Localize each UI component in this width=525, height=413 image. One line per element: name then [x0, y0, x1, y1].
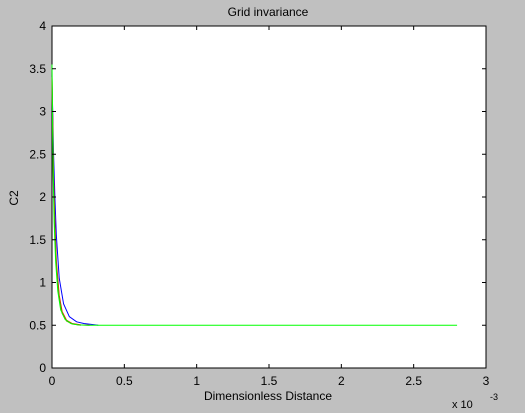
x-tick-label: 3	[483, 374, 490, 388]
y-tick-label: 1.5	[29, 233, 46, 247]
y-tick-label: 2	[39, 190, 46, 204]
x-scale-exponent: -3	[490, 392, 498, 402]
x-tick-label: 1	[193, 374, 200, 388]
x-tick-label: 1.5	[261, 374, 278, 388]
y-axis-label: C2	[7, 190, 21, 206]
y-tick-label: 3	[39, 105, 46, 119]
plot-area	[51, 25, 487, 369]
x-tick-label: 0	[49, 374, 56, 388]
x-scale-factor: x 10	[452, 399, 473, 411]
ticks-layer: 0 0.5 1 1.5 2 2.5 3 0 0.5 1 1.5 2 2.5 3 3.5 4	[29, 19, 489, 388]
x-tick-label: 2.5	[405, 374, 422, 388]
y-tick-label: 0	[39, 361, 46, 375]
x-axis-label: Dimensionless Distance	[204, 389, 332, 403]
chart-title: Grid invariance	[228, 5, 309, 19]
x-tick-label: 2	[338, 374, 345, 388]
y-tick-label: 3.5	[29, 62, 46, 76]
y-tick-label: 2.5	[29, 147, 46, 161]
y-tick-label: 4	[39, 19, 46, 33]
y-tick-label: 1	[39, 276, 46, 290]
x-tick-label: 0.5	[116, 374, 133, 388]
series-line-4	[51, 64, 458, 326]
y-tick-label: 0.5	[29, 318, 46, 332]
